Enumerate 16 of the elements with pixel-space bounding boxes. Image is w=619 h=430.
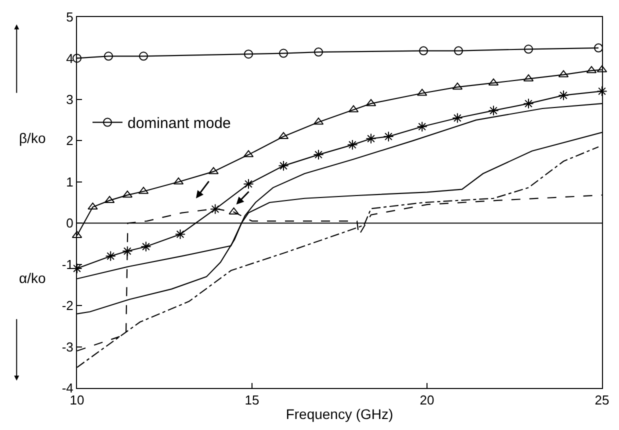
x-axis-title: Frequency (GHz) <box>286 406 394 422</box>
y-tick-label: 1 <box>66 174 74 190</box>
y-tick-label: 3 <box>66 92 74 107</box>
y-tick-label: -2 <box>62 298 74 314</box>
x-tick-label: 15 <box>244 392 260 408</box>
text: α/ko <box>19 270 46 286</box>
text: β/ko <box>19 130 46 146</box>
y-tick-label: 0 <box>66 216 74 231</box>
y-tick-label: -3 <box>62 339 74 354</box>
x-tick-label: 20 <box>420 392 434 408</box>
y-tick-label: 5 <box>66 10 74 25</box>
y-tick-label: 4 <box>66 50 74 66</box>
y-tick-label: 2 <box>66 133 74 148</box>
legend-label: dominant mode <box>128 115 231 132</box>
x-tick-label: 25 <box>594 392 610 408</box>
y-tick-label: -1 <box>62 256 74 272</box>
